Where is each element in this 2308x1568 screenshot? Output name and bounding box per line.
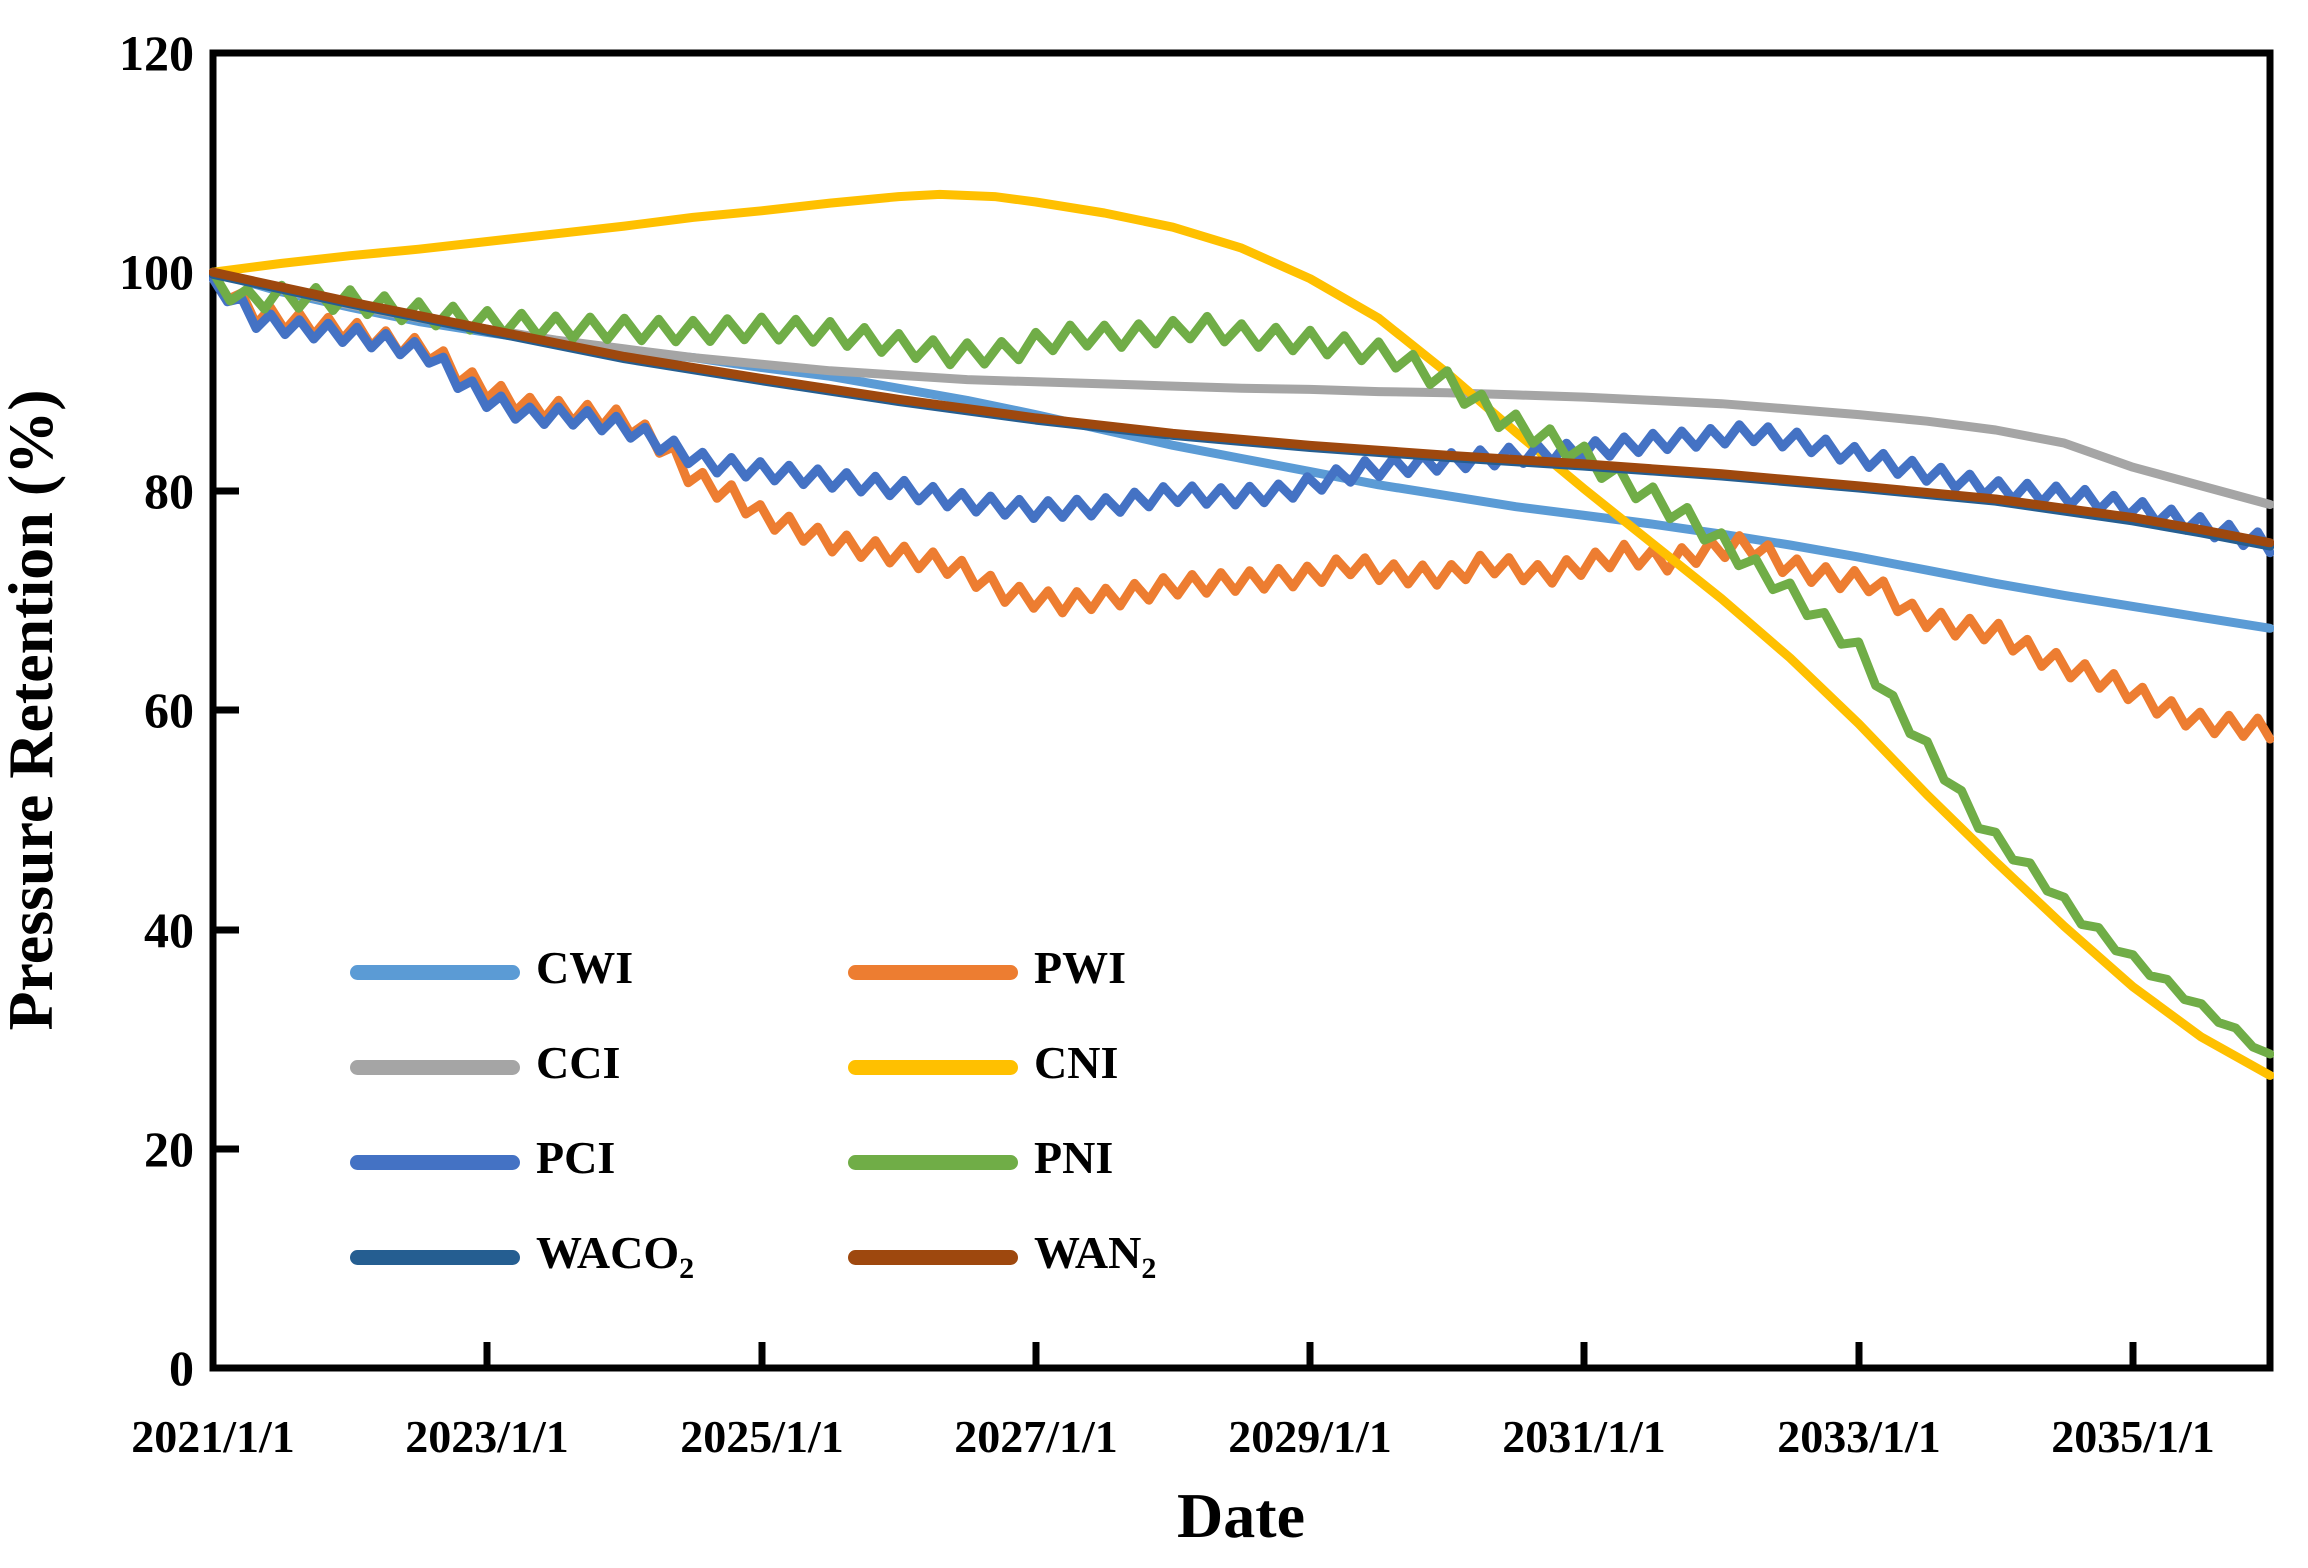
legend-label-pci: PCI — [536, 1132, 616, 1184]
y-axis-tick-labels: 0 20 40 60 80 100 120 — [119, 25, 194, 1396]
y-axis-title: Pressure Retention (%) — [0, 389, 66, 1030]
y-tick-60: 60 — [144, 682, 194, 738]
series-line-pwi — [209, 272, 2274, 744]
pni-line-swatch — [848, 1155, 1018, 1170]
y-tick-80: 80 — [144, 463, 194, 519]
legend-item-cwi: CWI — [350, 945, 848, 999]
pwi-line-swatch — [848, 965, 1018, 980]
legend-label-wan2: WAN2 — [1034, 1227, 1157, 1286]
cni-line-swatch — [848, 1060, 1018, 1075]
legend-item-wan2: WAN2 — [848, 1230, 1156, 1284]
legend-label-cwi: CWI — [536, 942, 634, 994]
y-tick-120: 120 — [119, 25, 194, 81]
series-line-pci — [209, 274, 2274, 558]
y-tick-0: 0 — [169, 1340, 194, 1396]
legend-item-pwi: PWI — [848, 945, 1156, 999]
legend-item-pni: PNI — [848, 1135, 1156, 1189]
x-axis-title: Date — [1177, 1480, 1305, 1551]
legend-item-cci: CCI — [350, 1040, 848, 1094]
legend-item-waco2: WACO2 — [350, 1230, 848, 1284]
series-lines-layer — [209, 189, 2274, 1080]
legend-label-cci: CCI — [536, 1037, 621, 1089]
x-tick-2031: 2031/1/1 — [1502, 1411, 1666, 1462]
x-tick-2035: 2035/1/1 — [2051, 1411, 2215, 1462]
waco2-line-swatch — [350, 1250, 520, 1265]
series-line-cci — [209, 267, 2274, 509]
chart-legend: CWI PWI CCI CNI PCI PNI WACO2 WAN2 — [350, 925, 1156, 1305]
legend-label-waco2: WACO2 — [536, 1227, 695, 1286]
legend-item-cni: CNI — [848, 1040, 1156, 1094]
legend-label-pni: PNI — [1034, 1132, 1114, 1184]
x-tick-2027: 2027/1/1 — [954, 1411, 1118, 1462]
series-line-wan2 — [209, 267, 2274, 548]
cci-line-swatch — [350, 1060, 520, 1075]
series-line-cni — [209, 189, 2274, 1080]
x-tick-2023: 2023/1/1 — [405, 1411, 569, 1462]
legend-label-pwi: PWI — [1034, 942, 1126, 994]
y-tick-20: 20 — [144, 1121, 194, 1177]
y-tick-100: 100 — [119, 244, 194, 300]
y-tick-40: 40 — [144, 902, 194, 958]
x-tick-2021: 2021/1/1 — [131, 1411, 295, 1462]
x-tick-2033: 2033/1/1 — [1777, 1411, 1941, 1462]
legend-label-cni: CNI — [1034, 1037, 1119, 1089]
series-line-pni — [209, 267, 2274, 1059]
pci-line-swatch — [350, 1155, 520, 1170]
legend-item-pci: PCI — [350, 1135, 848, 1189]
x-tick-2029: 2029/1/1 — [1228, 1411, 1392, 1462]
x-tick-2025: 2025/1/1 — [680, 1411, 844, 1462]
x-axis-tick-labels: 2021/1/1 2023/1/1 2025/1/1 2027/1/1 2029… — [131, 1411, 2215, 1462]
cwi-line-swatch — [350, 965, 520, 980]
wan2-line-swatch — [848, 1250, 1018, 1265]
